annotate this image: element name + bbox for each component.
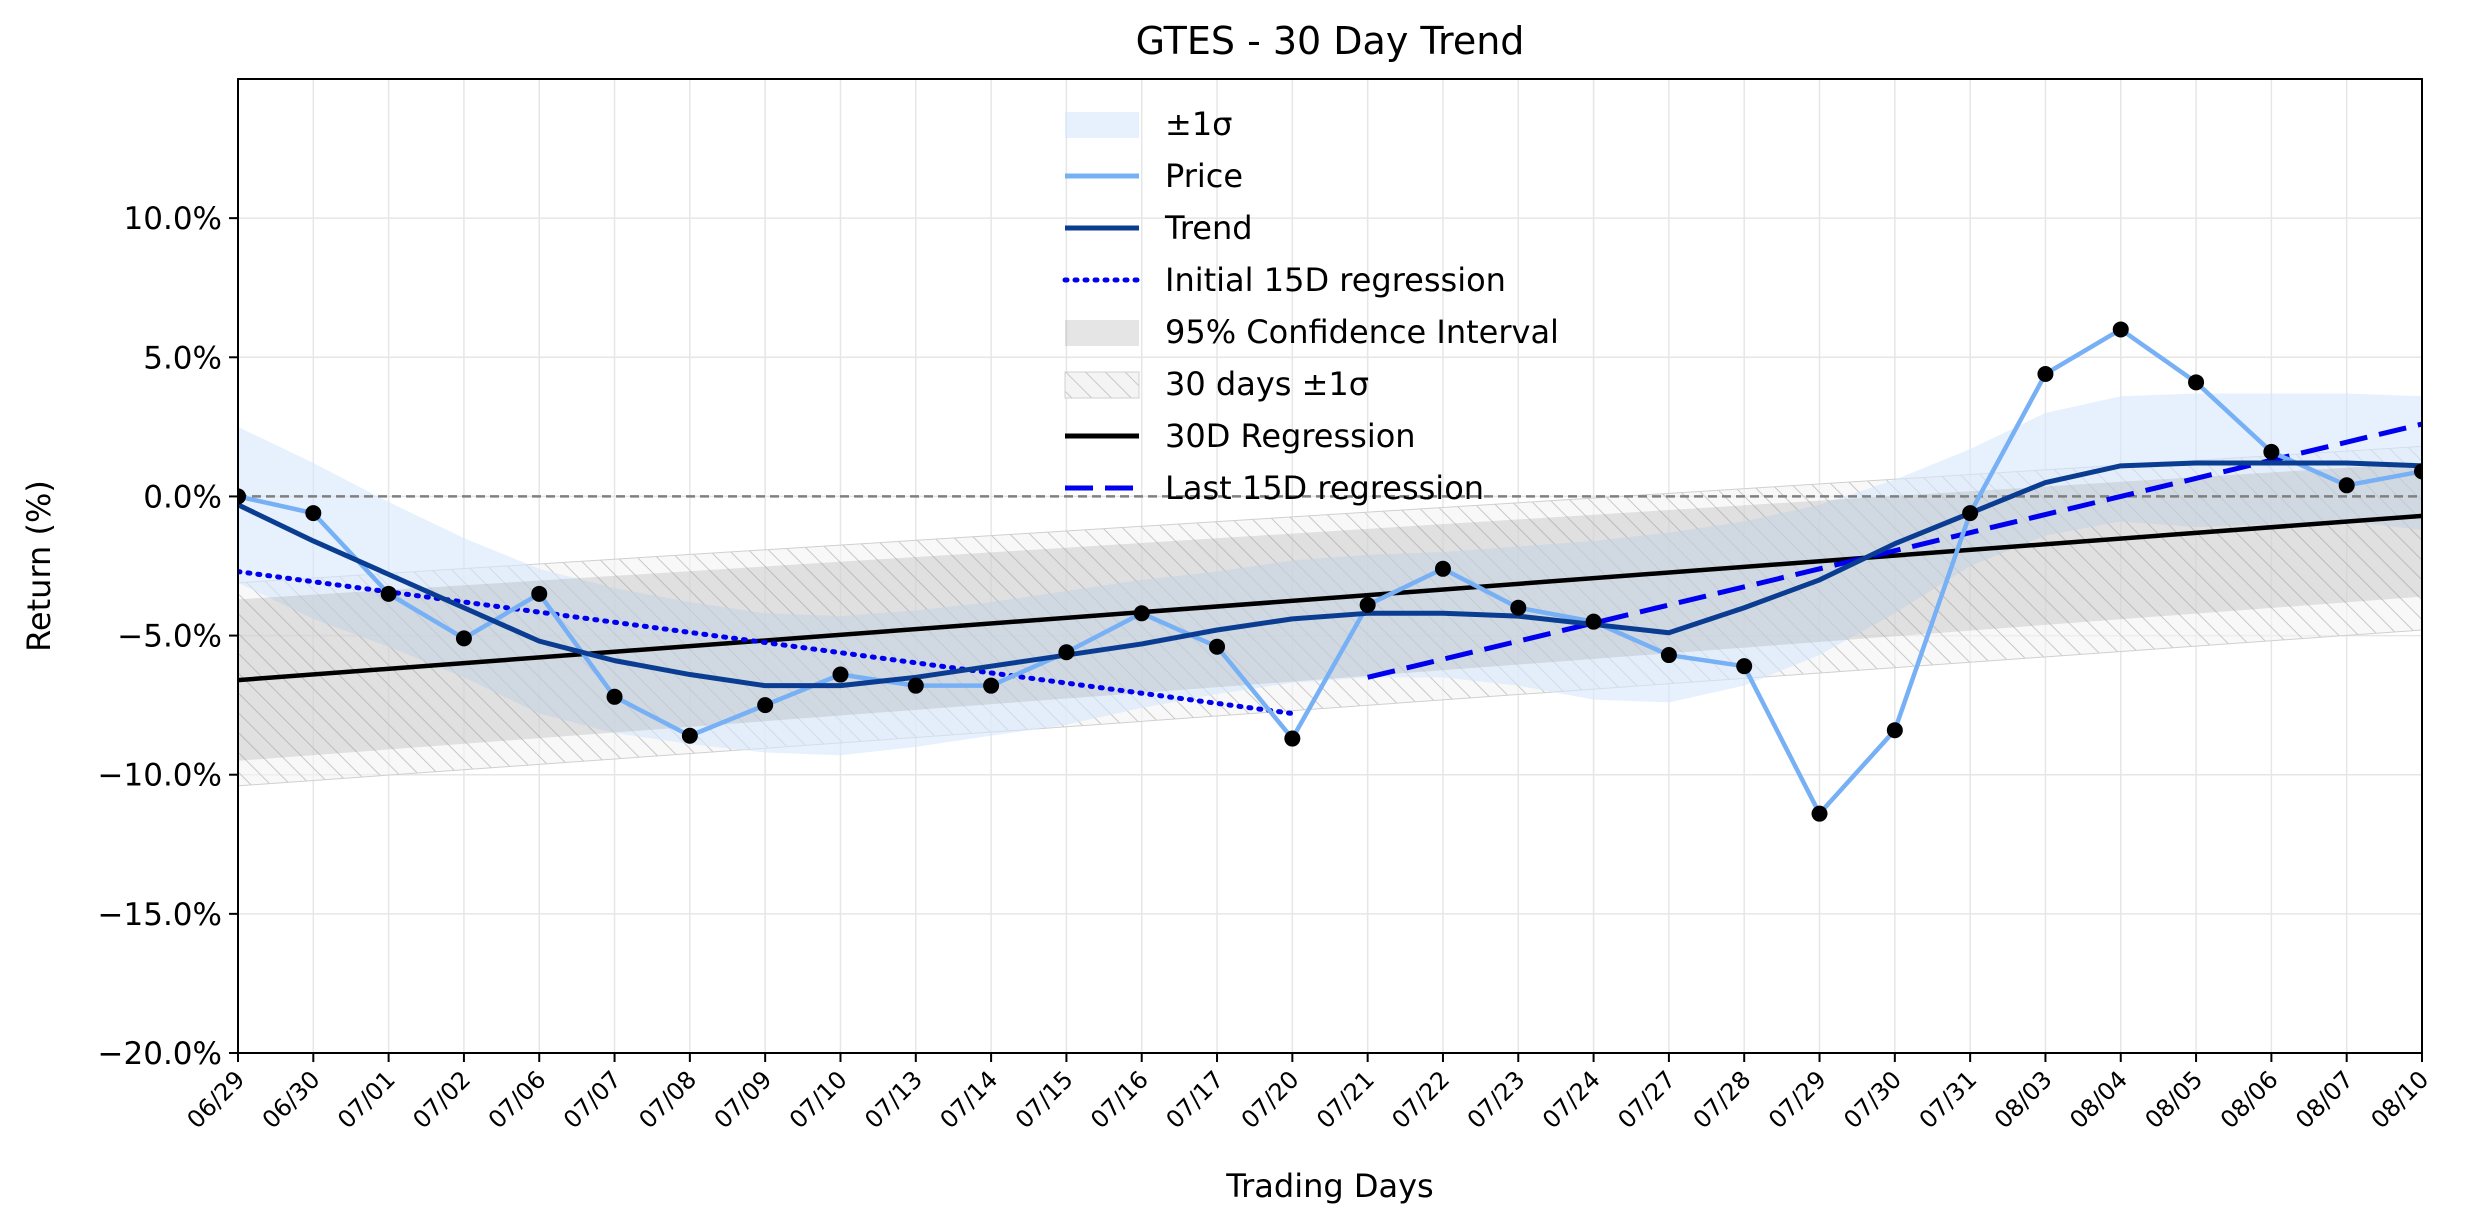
x-tick-label: 06/29 (182, 1065, 251, 1134)
initial-15d-regression-line (238, 569, 1295, 716)
legend-label: ±1σ (1165, 105, 1232, 143)
x-tick-label: 08/07 (2290, 1065, 2359, 1134)
plot-frame (237, 78, 2423, 1054)
x-tick-label: 07/17 (1161, 1065, 1230, 1134)
y-tick-label: 10.0% (124, 201, 222, 237)
legend-swatch-hatch (1064, 371, 1140, 399)
price-point (1510, 599, 1527, 616)
price-point (380, 585, 397, 602)
x-tick-label: 07/28 (1688, 1065, 1757, 1134)
x-tick-label: 08/04 (2064, 1065, 2133, 1134)
price-point (983, 677, 1000, 694)
price-point (238, 488, 246, 505)
y-tick-label: −10.0% (98, 758, 222, 794)
legend-label: 30 days ±1σ (1165, 365, 1369, 403)
trend-line (238, 460, 2422, 689)
y-axis: −20.0% −15.0% −10.0% −5.0% 0.0% 5.0% 10.0% (98, 201, 238, 1072)
price-point (907, 677, 924, 694)
price-point (1133, 605, 1150, 622)
x-tick-label: 07/01 (332, 1065, 401, 1134)
price-point (1209, 638, 1226, 655)
y-axis-label: Return (%) (20, 480, 58, 652)
x-tick-label: 08/10 (2366, 1065, 2435, 1134)
y-tick-label: 0.0% (143, 479, 222, 515)
legend-swatch (1065, 320, 1139, 346)
price-point (531, 585, 548, 602)
price-point (2338, 477, 2355, 494)
price-point (1660, 647, 1677, 664)
price-point (455, 630, 472, 647)
price-point (1284, 730, 1301, 747)
price-point (2037, 365, 2054, 382)
last-15d-regression-line (1367, 421, 2422, 680)
x-axis: 06/29 06/30 07/01 07/02 07/06 07/07 07/08 07/09… (182, 1053, 2435, 1134)
x-tick-label: 07/30 (1838, 1065, 1907, 1134)
x-tick-label: 07/31 (1914, 1065, 1983, 1134)
price-point (681, 727, 698, 744)
legend-label: Trend (1164, 209, 1253, 247)
legend: ±1σ Price Trend Initial 15D regression 95% C… (1062, 105, 1559, 507)
sigma-band (238, 393, 2422, 756)
x-tick-label: 08/05 (2140, 1065, 2209, 1134)
x-tick-label: 07/06 (483, 1065, 552, 1134)
y-tick-label: 5.0% (143, 340, 222, 376)
price-point (1811, 805, 1828, 822)
price-line (238, 327, 2422, 816)
x-tick-label: 07/15 (1010, 1065, 1079, 1134)
price-point (1434, 560, 1451, 577)
x-tick-label: 07/22 (1386, 1065, 1455, 1134)
x-tick-label: 07/16 (1085, 1065, 1154, 1134)
legend-swatch (1065, 112, 1139, 138)
regression-30d-line (238, 513, 2422, 683)
price-point (832, 666, 849, 683)
x-tick-label: 07/14 (935, 1065, 1004, 1134)
price-point (2414, 463, 2422, 480)
x-tick-label: 07/20 (1236, 1065, 1305, 1134)
x-tick-label: 07/08 (633, 1065, 702, 1134)
x-tick-label: 07/07 (558, 1065, 627, 1134)
price-point (2112, 321, 2129, 338)
x-tick-label: 06/30 (257, 1065, 326, 1134)
x-tick-label: 07/02 (407, 1065, 476, 1134)
x-tick-label: 07/27 (1612, 1065, 1681, 1134)
price-point (1359, 596, 1376, 613)
x-tick-label: 07/24 (1537, 1065, 1606, 1134)
legend-label: 30D Regression (1165, 417, 1416, 455)
price-point (1962, 505, 1979, 522)
price-point (1058, 644, 1075, 661)
y-tick-label: −15.0% (98, 897, 222, 933)
x-tick-label: 07/09 (709, 1065, 778, 1134)
x-tick-label: 07/29 (1763, 1065, 1832, 1134)
price-point (2263, 443, 2280, 460)
price-point (1585, 613, 1602, 630)
price-point (1886, 722, 1903, 739)
x-tick-label: 07/10 (784, 1065, 853, 1134)
x-tick-label: 08/03 (1989, 1065, 2058, 1134)
x-tick-label: 07/21 (1311, 1065, 1380, 1134)
confidence-interval-95 (238, 463, 2422, 761)
price-point (757, 697, 774, 714)
chart-title: GTES - 30 Day Trend (1136, 19, 1525, 63)
y-tick-label: −20.0% (98, 1036, 222, 1072)
x-tick-label: 08/06 (2215, 1065, 2284, 1134)
legend-label: Last 15D regression (1165, 469, 1484, 507)
price-point (606, 688, 623, 705)
price-point (305, 505, 322, 522)
legend-label: Initial 15D regression (1165, 261, 1506, 299)
legend-label: 95% Confidence Interval (1165, 313, 1559, 351)
x-tick-label: 07/13 (859, 1065, 928, 1134)
plot-area (238, 321, 2422, 822)
x-tick-label: 07/23 (1462, 1065, 1531, 1134)
legend-label: Price (1165, 157, 1243, 195)
x-axis-label: Trading Days (1225, 1167, 1433, 1205)
price-point (1736, 658, 1753, 675)
price-point (2188, 374, 2205, 391)
y-tick-label: −5.0% (117, 619, 222, 655)
